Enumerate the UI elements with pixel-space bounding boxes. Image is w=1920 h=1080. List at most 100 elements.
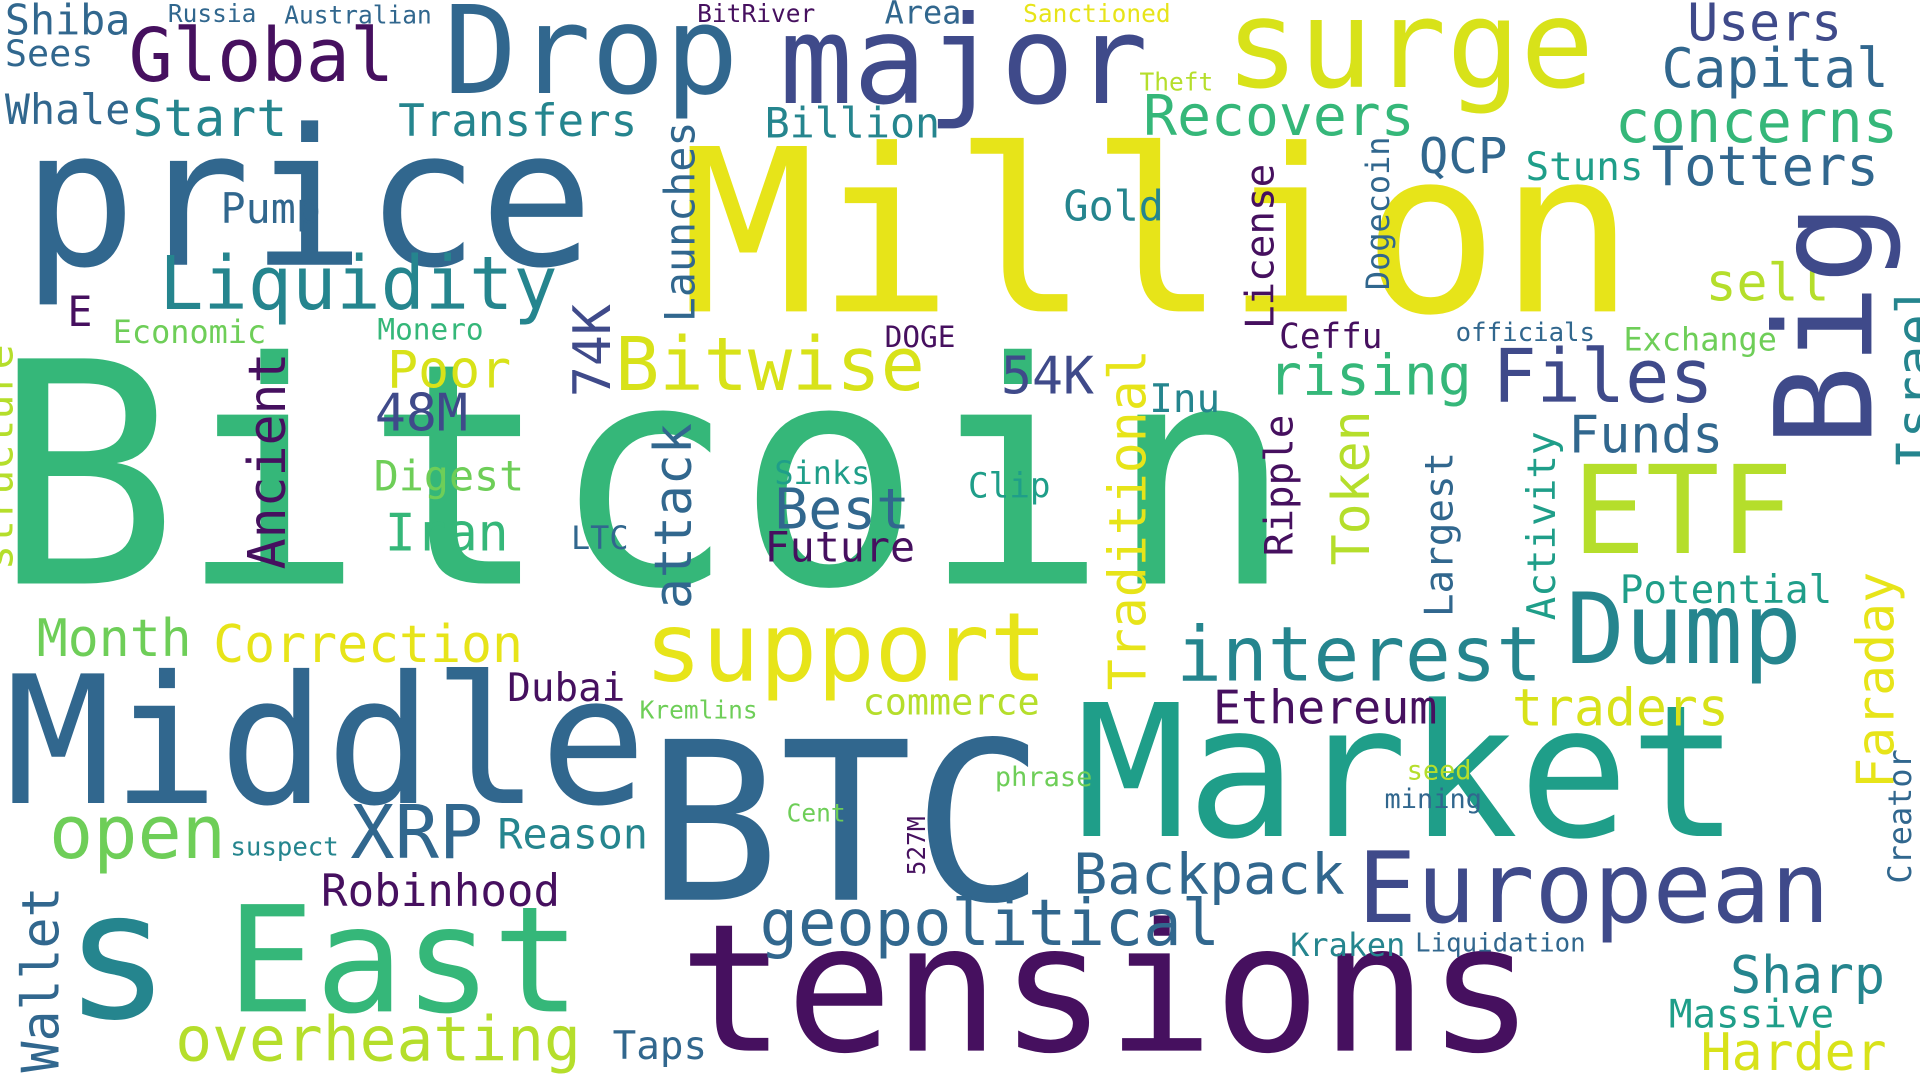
word-etf: ETF — [1572, 438, 1794, 583]
word-traditional: Traditional — [1097, 349, 1158, 691]
word-ripple: Ripple — [1255, 414, 1303, 557]
word-cent: Cent — [786, 798, 846, 828]
word-xrp: XRP — [350, 790, 484, 877]
word-global: Global — [128, 13, 395, 100]
word-month: Month — [36, 608, 192, 669]
word-dogecoin: Dogecoin — [1360, 136, 1398, 291]
word-pump: Pump — [220, 185, 321, 235]
word-market: Market — [1075, 666, 1740, 881]
word-bitriver: BitRiver — [697, 0, 816, 29]
word-dump: Dump — [1565, 572, 1802, 687]
word-527m: 527M — [901, 816, 932, 876]
word-whale: Whale — [4, 85, 131, 135]
word-users: Users — [1687, 0, 1843, 53]
word-ethereum: Ethereum — [1213, 680, 1438, 735]
word-concerns: concerns — [1614, 88, 1899, 157]
word-massive: Massive — [1668, 990, 1835, 1038]
word-creator: Creator — [1882, 749, 1920, 884]
word-rising: rising — [1268, 342, 1472, 409]
word-reason: Reason — [497, 810, 648, 860]
word-token: Token — [1321, 410, 1382, 566]
word-digest: Digest — [373, 452, 525, 502]
word-ltc: LTC — [570, 520, 629, 558]
word-european: European — [1357, 831, 1830, 946]
word-e: E — [67, 288, 93, 338]
word-harder: Harder — [1700, 1022, 1887, 1080]
word-major: major — [779, 0, 1149, 133]
word-israel: Israel — [1885, 283, 1920, 470]
word-russia: Russia — [167, 0, 257, 29]
word-files: Files — [1492, 334, 1714, 421]
word-area: Area — [884, 0, 962, 32]
word-economic: Economic — [112, 315, 267, 352]
word-ancient: Ancient — [237, 352, 298, 570]
word-surge: surge — [1225, 0, 1595, 117]
word-commerce: commerce — [862, 681, 1040, 725]
word-activity: Activity — [1518, 431, 1565, 621]
word-attack: attack — [643, 423, 704, 610]
word-open: open — [49, 790, 227, 877]
word-million: Million — [680, 100, 1636, 366]
word-future: Future — [764, 523, 916, 573]
word-australian: Australian — [284, 0, 432, 30]
word-phrase: phrase — [994, 762, 1093, 794]
word-robinhood: Robinhood — [321, 866, 561, 917]
word-74k: 74K — [562, 304, 623, 398]
word-funds: Funds — [1568, 404, 1724, 465]
word-transfers: Transfers — [398, 96, 638, 148]
word-exchange: Exchange — [1623, 322, 1777, 360]
word-sharp: Sharp — [1730, 945, 1886, 1006]
word-sees: Sees — [4, 33, 94, 77]
word-sanctioned: Sanctioned — [1023, 0, 1171, 29]
word-s: s — [63, 853, 171, 1061]
word-support: support — [644, 593, 1048, 704]
word-suspect: suspect — [230, 832, 339, 862]
word-license: License — [1236, 163, 1284, 330]
word-wallet: Wallet — [10, 886, 71, 1073]
word-mining: mining — [1384, 784, 1482, 816]
word-capital: Capital — [1661, 38, 1889, 101]
word-interest: interest — [1176, 609, 1543, 699]
word-gold: Gold — [1063, 182, 1164, 232]
word-east: East — [226, 876, 581, 1047]
word-backpack: Backpack — [1073, 840, 1345, 908]
word-theft: Theft — [1139, 67, 1214, 97]
word-doge: DOGE — [884, 319, 956, 355]
word-price: price — [22, 88, 594, 311]
word-taps: Taps — [612, 1022, 708, 1069]
word-poor: Poor — [387, 339, 512, 400]
word-big: Big — [1746, 203, 1904, 447]
word-largest: Largest — [1415, 451, 1463, 618]
word-bitcoin: Bitcoin — [0, 297, 1294, 658]
word-totters: Totters — [1651, 136, 1879, 199]
word-clip: Clip — [967, 465, 1051, 507]
word-recovers: Recovers — [1143, 82, 1415, 149]
word-seed: seed — [1406, 756, 1472, 788]
word-start: Start — [132, 88, 288, 149]
word-dubai: Dubai — [507, 664, 626, 712]
word-geopolitical: geopolitical — [759, 887, 1220, 962]
word-sell: sell — [1705, 252, 1830, 313]
word-ceffu: Ceffu — [1279, 316, 1383, 357]
word-drop: Drop — [443, 0, 739, 123]
word-54k: 54K — [1001, 345, 1094, 406]
word-qcp: QCP — [1418, 128, 1508, 186]
word-48m: 48M — [374, 382, 468, 443]
word-inu: Inu — [1149, 375, 1221, 422]
word-potential: Potential — [1619, 566, 1833, 613]
word-liquidity: Liquidity — [159, 241, 558, 328]
word-sinks: Sinks — [774, 456, 871, 493]
word-shiba: Shiba — [4, 0, 131, 46]
word-launches: Launches — [656, 121, 706, 323]
word-officials: officials — [1455, 317, 1596, 347]
word-kraken: Kraken — [1290, 927, 1406, 965]
word-structure: structure — [0, 344, 24, 571]
word-stuns: Stuns — [1525, 143, 1644, 191]
word-best: Best — [774, 475, 911, 542]
word-traders: traders — [1511, 677, 1729, 738]
word-bitwise: Bitwise — [615, 322, 925, 409]
word-iran: Iran — [384, 502, 509, 563]
word-monero: Monero — [377, 312, 484, 347]
word-correction: Correction — [213, 614, 524, 675]
